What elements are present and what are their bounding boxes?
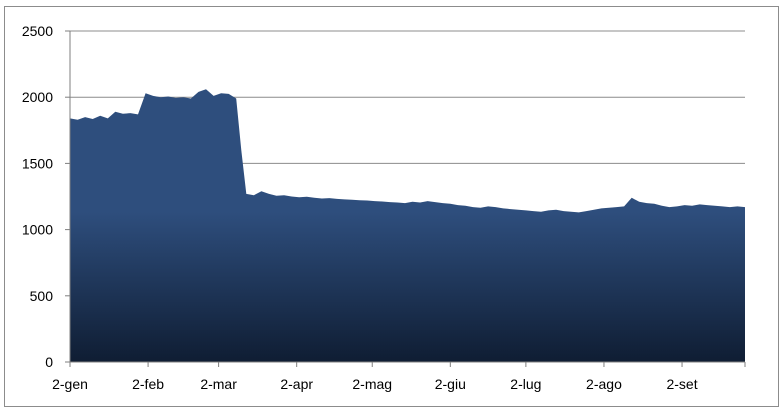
y-tick-label: 0	[45, 354, 53, 370]
y-tick-label: 1500	[22, 155, 53, 171]
x-tick-label: 2-lug	[510, 376, 541, 392]
y-tick-label: 1000	[22, 222, 53, 238]
x-tick-labels: 2-gen 2-feb 2-mar 2-apr 2-mag 2-giu 2-lug 2-ago…	[52, 376, 698, 392]
y-tick-label: 2000	[22, 89, 53, 105]
x-tick-label: 2-gen	[52, 376, 88, 392]
plot-area	[70, 89, 745, 363]
x-tick-label: 2-giu	[435, 376, 466, 392]
y-tick-labels: 0 500 1000 1500 2000 2500	[22, 23, 53, 370]
x-tick-label: 2-set	[666, 376, 697, 392]
x-tick-label: 2-feb	[132, 376, 164, 392]
x-tick-label: 2-apr	[280, 376, 313, 392]
y-tick-label: 500	[30, 288, 54, 304]
x-tick-label: 2-mar	[200, 376, 237, 392]
area-series	[70, 89, 745, 363]
x-tick-label: 2-mag	[352, 376, 392, 392]
y-tick-label: 2500	[22, 23, 53, 39]
x-tick-label: 2-ago	[586, 376, 622, 392]
axes	[65, 30, 746, 367]
